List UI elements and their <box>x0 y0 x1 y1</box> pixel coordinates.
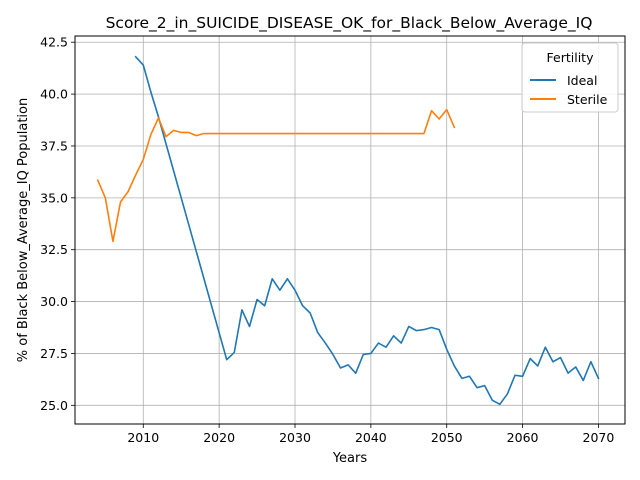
y-tick-label: 32.5 <box>40 242 68 257</box>
legend-title: Fertility <box>547 50 595 65</box>
x-tick-label: 2060 <box>507 430 539 445</box>
gridlines <box>75 36 625 424</box>
y-tick-label: 37.5 <box>40 138 68 153</box>
y-tick-label: 40.0 <box>40 87 68 102</box>
plot-frame <box>74 35 626 425</box>
x-tick-label: 2040 <box>355 430 387 445</box>
legend: Fertility Ideal Sterile <box>521 42 619 113</box>
x-tick-label: 2010 <box>127 430 159 445</box>
x-tick-label: 2030 <box>279 430 311 445</box>
y-tick-label: 42.5 <box>40 35 68 50</box>
chart-title: Score_2_in_SUICIDE_DISEASE_OK_for_Black_… <box>106 14 593 33</box>
x-tick-label: 2020 <box>203 430 235 445</box>
legend-label-ideal: Ideal <box>567 73 597 88</box>
series-line-sterile <box>96 108 456 243</box>
axis-ticks: 2010 2020 2030 2040 2050 2060 2070 25.0 27.5 30.0… <box>40 35 614 445</box>
y-tick-label: 35.0 <box>40 190 68 205</box>
legend-box <box>521 42 619 113</box>
x-axis-label: Years <box>332 451 368 466</box>
y-tick-label: 30.0 <box>40 294 68 309</box>
series-lines <box>96 55 600 406</box>
x-tick-label: 2050 <box>431 430 463 445</box>
legend-label-sterile: Sterile <box>567 92 608 107</box>
series-line-ideal <box>134 55 600 406</box>
y-tick-label: 27.5 <box>40 346 68 361</box>
y-tick-label: 25.0 <box>40 398 68 413</box>
y-axis-label: % of Black Below_Average_IQ Population <box>16 98 31 362</box>
x-tick-label: 2070 <box>583 430 615 445</box>
